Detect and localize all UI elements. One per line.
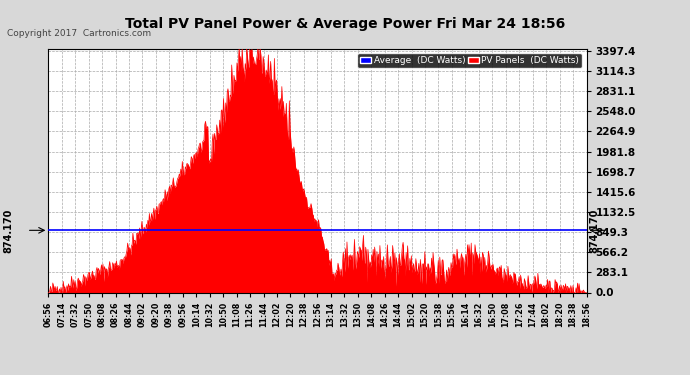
Text: Total PV Panel Power & Average Power Fri Mar 24 18:56: Total PV Panel Power & Average Power Fri… (125, 17, 565, 31)
Text: 874.170: 874.170 (590, 208, 600, 252)
Legend: Average  (DC Watts), PV Panels  (DC Watts): Average (DC Watts), PV Panels (DC Watts) (357, 53, 582, 68)
Text: 874.170: 874.170 (3, 208, 13, 252)
Text: Copyright 2017  Cartronics.com: Copyright 2017 Cartronics.com (7, 28, 151, 38)
